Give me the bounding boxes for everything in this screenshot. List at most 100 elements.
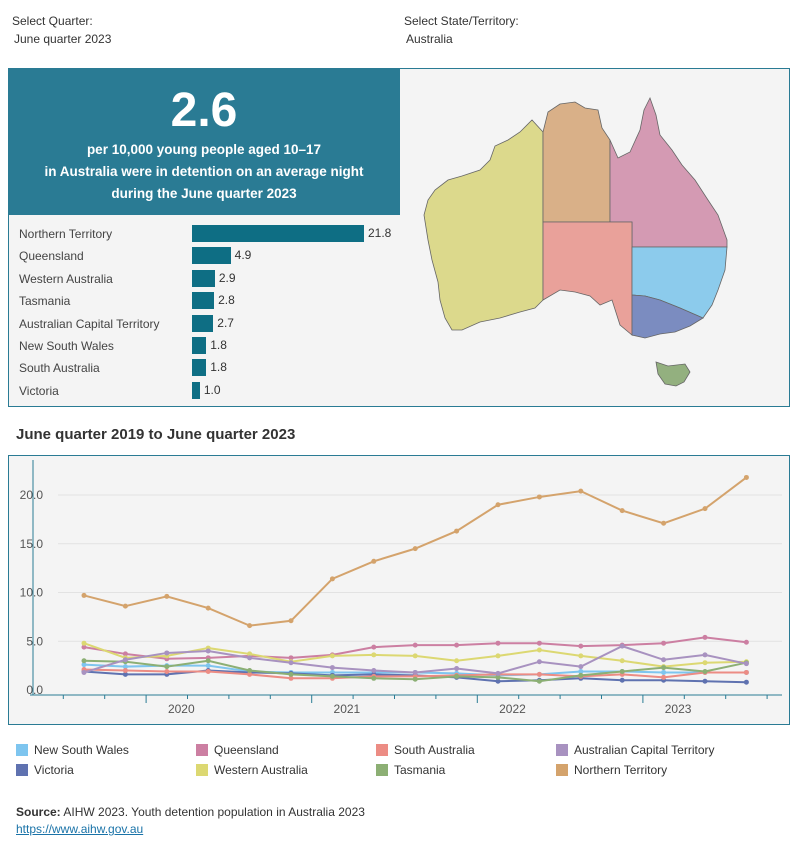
data-point[interactable]	[122, 664, 128, 670]
map-victoria[interactable]	[631, 294, 704, 339]
data-point[interactable]	[81, 658, 87, 664]
data-point[interactable]	[329, 673, 335, 679]
bar[interactable]	[192, 359, 207, 377]
data-point[interactable]	[205, 605, 211, 611]
bar-row[interactable]: Queensland 4.9	[19, 245, 399, 267]
bar[interactable]	[192, 337, 207, 354]
legend-item[interactable]: Australian Capital Territory	[556, 743, 715, 759]
data-point[interactable]	[164, 593, 170, 599]
data-point[interactable]	[536, 678, 542, 684]
data-point[interactable]	[122, 603, 128, 609]
data-point[interactable]	[288, 660, 294, 666]
bar-row[interactable]: Tasmania 2.8	[19, 290, 399, 312]
state-filter-select[interactable]: Australia	[406, 32, 453, 46]
map-south-australia[interactable]	[542, 221, 633, 336]
map-northern-territory[interactable]	[542, 101, 611, 223]
data-point[interactable]	[205, 668, 211, 674]
data-point[interactable]	[743, 669, 749, 675]
data-point[interactable]	[412, 546, 418, 552]
data-point[interactable]	[495, 653, 501, 659]
data-point[interactable]	[329, 653, 335, 659]
data-point[interactable]	[329, 665, 335, 671]
data-point[interactable]	[619, 643, 625, 649]
data-point[interactable]	[371, 652, 377, 658]
data-point[interactable]	[412, 653, 418, 659]
data-point[interactable]	[454, 673, 460, 679]
data-point[interactable]	[536, 659, 542, 665]
data-point[interactable]	[619, 658, 625, 664]
data-point[interactable]	[619, 677, 625, 683]
data-point[interactable]	[412, 669, 418, 675]
data-point[interactable]	[205, 663, 211, 669]
data-point[interactable]	[661, 520, 667, 526]
data-point[interactable]	[743, 474, 749, 480]
data-point[interactable]	[661, 674, 667, 680]
legend-item[interactable]: Western Australia	[196, 763, 308, 779]
data-point[interactable]	[122, 657, 128, 663]
data-point[interactable]	[702, 506, 708, 512]
bar[interactable]	[192, 247, 231, 265]
data-point[interactable]	[578, 653, 584, 659]
map-tasmania[interactable]	[655, 361, 691, 387]
data-point[interactable]	[578, 643, 584, 649]
legend-item[interactable]: South Australia	[376, 743, 475, 759]
data-point[interactable]	[164, 664, 170, 670]
data-point[interactable]	[164, 668, 170, 674]
data-point[interactable]	[247, 651, 253, 657]
data-point[interactable]	[495, 678, 501, 684]
data-point[interactable]	[81, 592, 87, 598]
data-point[interactable]	[288, 655, 294, 661]
quarter-filter-select[interactable]: June quarter 2023	[14, 32, 112, 46]
data-point[interactable]	[81, 669, 87, 675]
bar[interactable]	[192, 314, 214, 332]
data-point[interactable]	[205, 648, 211, 654]
bar[interactable]	[192, 269, 215, 287]
legend-item[interactable]: New South Wales	[16, 743, 129, 759]
data-point[interactable]	[495, 670, 501, 676]
data-point[interactable]	[578, 488, 584, 494]
bar[interactable]	[192, 292, 215, 310]
bar-row[interactable]: South Australia 1.8	[19, 357, 399, 379]
map-western-australia[interactable]	[423, 119, 544, 331]
data-point[interactable]	[661, 657, 667, 663]
data-point[interactable]	[122, 651, 128, 657]
source-link[interactable]: https://www.aihw.gov.au	[16, 822, 144, 836]
legend-item[interactable]: Victoria	[16, 763, 74, 779]
data-point[interactable]	[205, 658, 211, 664]
data-point[interactable]	[371, 668, 377, 673]
bar-row[interactable]: Western Australia 2.9	[19, 268, 399, 290]
bar-row[interactable]: New South Wales 1.8	[19, 335, 399, 357]
data-point[interactable]	[661, 665, 667, 671]
data-point[interactable]	[536, 671, 542, 677]
legend-item[interactable]: Northern Territory	[556, 763, 667, 779]
data-point[interactable]	[743, 679, 749, 685]
data-point[interactable]	[661, 669, 667, 675]
data-point[interactable]	[371, 644, 377, 650]
data-point[interactable]	[495, 674, 501, 680]
series-line[interactable]	[83, 476, 748, 627]
data-point[interactable]	[81, 640, 87, 646]
data-point[interactable]	[702, 634, 708, 640]
data-point[interactable]	[412, 642, 418, 648]
data-point[interactable]	[702, 668, 708, 674]
data-point[interactable]	[702, 678, 708, 684]
data-point[interactable]	[247, 668, 253, 673]
data-point[interactable]	[536, 640, 542, 646]
data-point[interactable]	[247, 623, 253, 629]
data-point[interactable]	[743, 661, 749, 667]
data-point[interactable]	[702, 652, 708, 658]
data-point[interactable]	[247, 655, 253, 661]
data-point[interactable]	[661, 640, 667, 646]
data-point[interactable]	[578, 664, 584, 670]
data-point[interactable]	[454, 658, 460, 664]
data-point[interactable]	[371, 675, 377, 681]
data-point[interactable]	[288, 675, 294, 681]
data-point[interactable]	[619, 668, 625, 674]
data-point[interactable]	[454, 666, 460, 672]
data-point[interactable]	[702, 660, 708, 666]
data-point[interactable]	[122, 668, 128, 673]
data-point[interactable]	[495, 640, 501, 646]
data-point[interactable]	[578, 672, 584, 678]
bar-row[interactable]: Northern Territory 21.8	[19, 223, 399, 245]
data-point[interactable]	[454, 528, 460, 534]
